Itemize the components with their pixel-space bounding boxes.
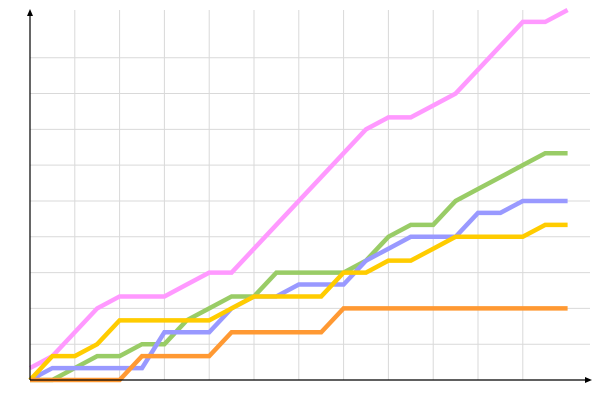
series-line-2 bbox=[30, 150, 568, 383]
series-line-3 bbox=[28, 198, 568, 382]
series-line-1 bbox=[28, 8, 569, 371]
axes bbox=[27, 9, 592, 383]
series-line-4 bbox=[28, 222, 568, 382]
y-axis-arrow-icon bbox=[27, 9, 33, 16]
x-axis-arrow-icon bbox=[585, 377, 592, 383]
